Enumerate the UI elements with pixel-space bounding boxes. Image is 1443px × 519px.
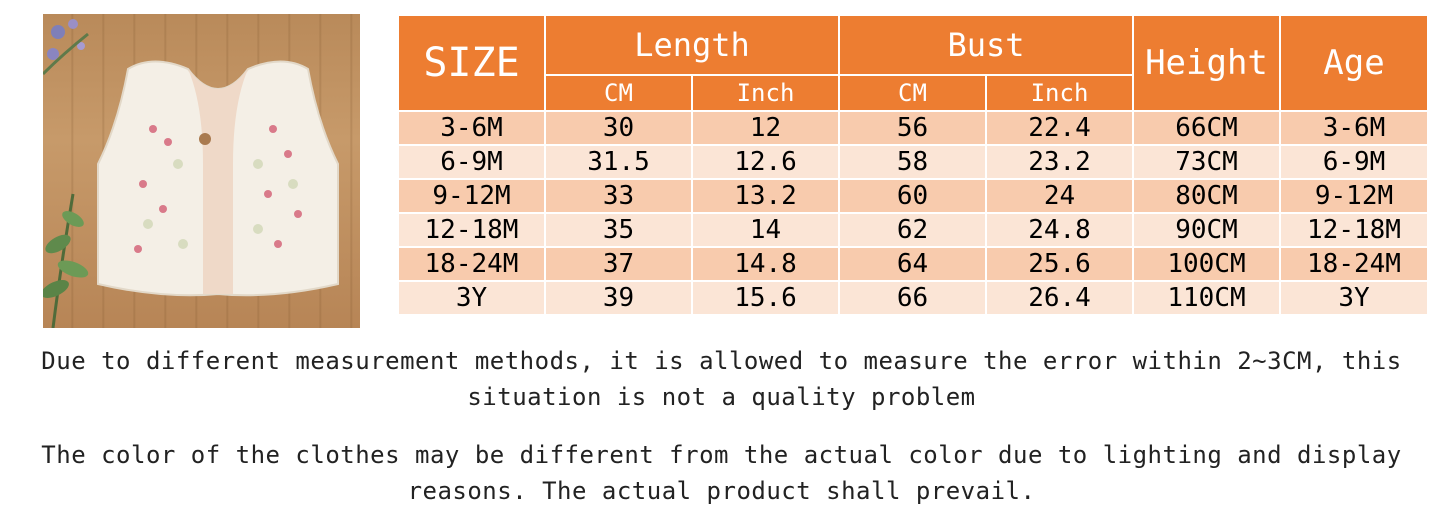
vest-illustration xyxy=(43,19,339,328)
height-cell: 66CM xyxy=(1132,110,1281,146)
height-cell: 100CM xyxy=(1132,246,1281,282)
bust-inch-cell: 23.2 xyxy=(985,144,1134,180)
bust-cm-cell: 56 xyxy=(838,110,987,146)
length-inch-cell: 12 xyxy=(691,110,840,146)
table-row: 12-18M 35 14 62 24.8 90CM 12-18M xyxy=(397,212,1429,248)
bust-cm-cell: 64 xyxy=(838,246,987,282)
bust-inch-cell: 26.4 xyxy=(985,280,1134,316)
age-cell: 3Y xyxy=(1279,280,1429,316)
length-inch-cell: 14.8 xyxy=(691,246,840,282)
size-header: SIZE xyxy=(397,14,546,112)
table-row: 9-12M 33 13.2 60 24 80CM 9-12M xyxy=(397,178,1429,214)
age-cell: 9-12M xyxy=(1279,178,1429,214)
table-row: 3Y 39 15.6 66 26.4 110CM 3Y xyxy=(397,280,1429,316)
age-cell: 6-9M xyxy=(1279,144,1429,180)
height-header: Height xyxy=(1132,14,1281,112)
bust-inch-cell: 24.8 xyxy=(985,212,1134,248)
flower-decoration xyxy=(43,19,89,76)
bust-cm-cell: 62 xyxy=(838,212,987,248)
size-cell: 9-12M xyxy=(397,178,546,214)
age-cell: 12-18M xyxy=(1279,212,1429,248)
size-chart-table: SIZE Length Bust Height Age CM Inch CM I… xyxy=(397,14,1429,316)
bust-cm-cell: 60 xyxy=(838,178,987,214)
bust-inch-cell: 24 xyxy=(985,178,1134,214)
height-cell: 110CM xyxy=(1132,280,1281,316)
height-cell: 73CM xyxy=(1132,144,1281,180)
bust-inch-cell: 22.4 xyxy=(985,110,1134,146)
size-cell: 3-6M xyxy=(397,110,546,146)
age-header: Age xyxy=(1279,14,1429,112)
table-row: 3-6M 30 12 56 22.4 66CM 3-6M xyxy=(397,110,1429,146)
length-cm-cell: 30 xyxy=(544,110,693,146)
length-cm-cell: 39 xyxy=(544,280,693,316)
bust-inch-cell: 25.6 xyxy=(985,246,1134,282)
table-row: 6-9M 31.5 12.6 58 23.2 73CM 6-9M xyxy=(397,144,1429,180)
length-inch-cell: 13.2 xyxy=(691,178,840,214)
length-inch-cell: 12.6 xyxy=(691,144,840,180)
color-note: The color of the clothes may be differen… xyxy=(41,441,1402,505)
bust-cm-cell: 58 xyxy=(838,144,987,180)
height-cell: 90CM xyxy=(1132,212,1281,248)
length-cm-cell: 35 xyxy=(544,212,693,248)
age-cell: 18-24M xyxy=(1279,246,1429,282)
bust-header: Bust xyxy=(838,14,1134,76)
size-cell: 3Y xyxy=(397,280,546,316)
length-cm-cell: 37 xyxy=(544,246,693,282)
size-cell: 12-18M xyxy=(397,212,546,248)
table-row: 18-24M 37 14.8 64 25.6 100CM 18-24M xyxy=(397,246,1429,282)
measurement-note: Due to different measurement methods, it… xyxy=(41,347,1402,411)
bust-inch-header: Inch xyxy=(985,74,1134,112)
bust-cm-cell: 66 xyxy=(838,280,987,316)
length-cm-cell: 31.5 xyxy=(544,144,693,180)
length-cm-header: CM xyxy=(544,74,693,112)
length-cm-cell: 33 xyxy=(544,178,693,214)
age-cell: 3-6M xyxy=(1279,110,1429,146)
height-cell: 80CM xyxy=(1132,178,1281,214)
size-cell: 6-9M xyxy=(397,144,546,180)
bust-cm-header: CM xyxy=(838,74,987,112)
length-inch-cell: 15.6 xyxy=(691,280,840,316)
length-inch-header: Inch xyxy=(691,74,840,112)
length-inch-cell: 14 xyxy=(691,212,840,248)
product-photo xyxy=(43,14,360,328)
vest xyxy=(97,60,339,297)
size-cell: 18-24M xyxy=(397,246,546,282)
plant-decoration xyxy=(43,193,89,328)
length-header: Length xyxy=(544,14,840,76)
